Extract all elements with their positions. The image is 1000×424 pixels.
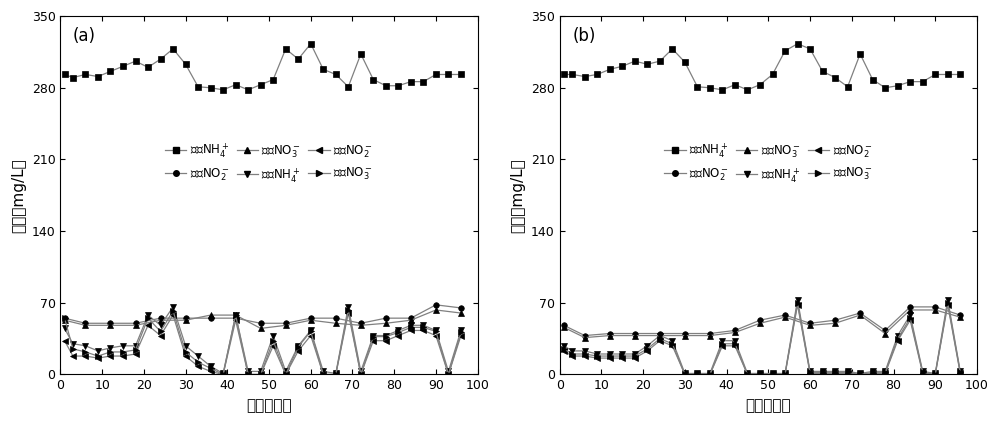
- Text: (b): (b): [572, 27, 596, 45]
- X-axis label: 时间（天）: 时间（天）: [746, 398, 791, 413]
- X-axis label: 时间（天）: 时间（天）: [246, 398, 292, 413]
- Text: (a): (a): [73, 27, 96, 45]
- Y-axis label: 浓度（mg/L）: 浓度（mg/L）: [510, 158, 525, 233]
- Legend: 进水NH$_4^+$, 进水NO$_2^-$, 进水NO$_3^-$, 出水NH$_4^+$, 出水NO$_2^-$, 出水NO$_3^-$: 进水NH$_4^+$, 进水NO$_2^-$, 进水NO$_3^-$, 出水NH…: [160, 137, 378, 189]
- Legend: 进水NH$_4^+$, 进水NO$_2^-$, 进水NO$_3^-$, 出水NH$_4^+$, 出水NO$_2^-$, 出水NO$_3^-$: 进水NH$_4^+$, 进水NO$_2^-$, 进水NO$_3^-$, 出水NH…: [660, 137, 877, 189]
- Y-axis label: 浓度（mg/L）: 浓度（mg/L）: [11, 158, 26, 233]
